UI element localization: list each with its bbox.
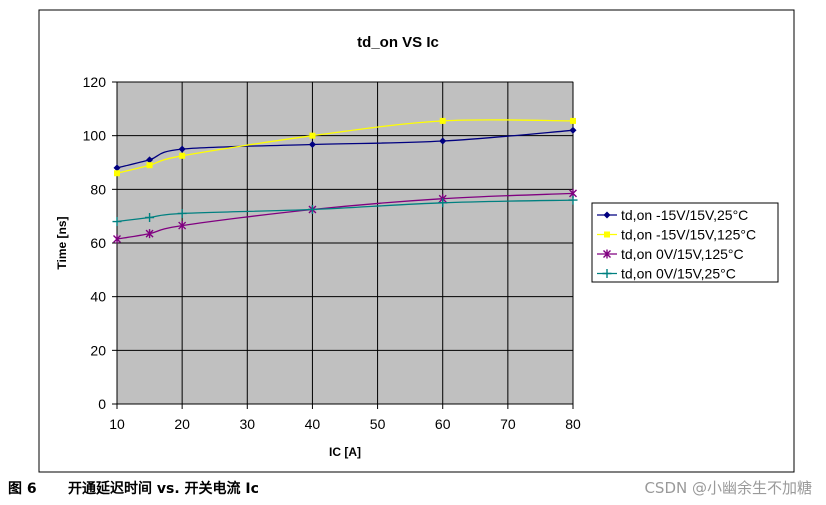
watermark: CSDN @小幽余生不加糖 xyxy=(644,479,812,497)
series-4-point xyxy=(112,217,122,227)
x-tick-label: 80 xyxy=(565,416,581,432)
series-1-point xyxy=(308,141,316,149)
legend-label-2: td,on -15V/15V,125°C xyxy=(621,227,756,243)
series-4-point xyxy=(177,208,187,218)
x-tick-label: 50 xyxy=(370,416,386,432)
figure-caption: 图 6 开通延迟时间 vs. 开关电流 Ic xyxy=(8,478,259,498)
series-1-point xyxy=(569,126,577,134)
legend: td,on -15V/15V,25°C td,on -15V/15V,125°C t… xyxy=(591,202,779,283)
legend-label-1: td,on -15V/15V,25°C xyxy=(621,207,748,223)
legend-swatch-marker-1 xyxy=(603,211,611,219)
legend-swatch-marker-4 xyxy=(602,269,612,278)
x-axis-label: IC [A] xyxy=(329,445,361,459)
y-tick-label: 100 xyxy=(83,128,107,144)
chart-title: td_on VS Ic xyxy=(357,34,439,51)
series-2-point xyxy=(114,170,120,177)
series-2-point xyxy=(570,117,576,124)
x-tick-labels: 10 20 30 40 50 60 70 80 xyxy=(109,416,581,432)
series-2-point xyxy=(439,117,446,124)
series-1-point xyxy=(146,156,154,164)
y-axis-label: Time [ns] xyxy=(55,216,69,269)
figure-number: 图 6 xyxy=(8,481,37,497)
series-1-point xyxy=(113,164,121,172)
y-tick-label: 80 xyxy=(90,181,106,197)
legend-box xyxy=(591,202,779,283)
y-tick-label: 20 xyxy=(90,342,106,358)
series-3-point xyxy=(113,234,121,244)
legend-label-3: td,on 0V/15V,125°C xyxy=(621,246,744,262)
series-4-point xyxy=(438,198,448,208)
y-tick-label: 120 xyxy=(83,74,107,90)
series-4-point xyxy=(145,213,155,223)
figure-caption-text: 开通延迟时间 vs. 开关电流 Ic xyxy=(68,481,259,497)
series-3-point xyxy=(178,221,187,231)
x-tick-label: 30 xyxy=(239,416,255,432)
x-tick-label: 10 xyxy=(109,416,125,432)
legend-swatch-marker-2 xyxy=(604,231,610,238)
series-2-point xyxy=(146,162,153,169)
series-3-point xyxy=(145,229,154,239)
x-tick-label: 60 xyxy=(435,416,451,432)
legend-label-4: td,on 0V/15V,25°C xyxy=(621,266,736,282)
x-tick-label: 40 xyxy=(305,416,321,432)
legend-swatch-marker-3 xyxy=(603,249,611,259)
y-tick-label: 40 xyxy=(90,289,106,305)
y-tick-label: 0 xyxy=(98,396,106,412)
series-1-point xyxy=(178,145,186,153)
y-tick-labels: 0 20 40 60 80 100 120 xyxy=(83,74,107,412)
series-2-point xyxy=(309,132,316,139)
series-2-point xyxy=(179,152,186,159)
series-1-point xyxy=(439,137,447,145)
series-4-point xyxy=(568,195,578,205)
series-4-point xyxy=(307,204,317,214)
series-markers xyxy=(112,117,578,244)
x-tick-label: 20 xyxy=(174,416,190,432)
y-tick-label: 60 xyxy=(90,235,106,251)
x-tick-label: 70 xyxy=(500,416,516,432)
